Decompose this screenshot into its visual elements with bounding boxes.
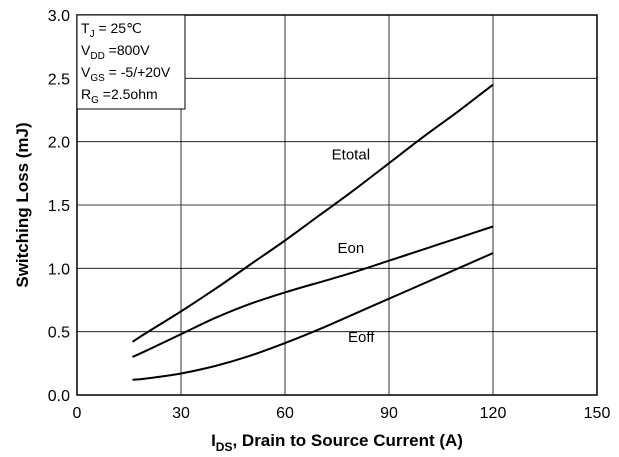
y-tick-label: 2.0 xyxy=(48,135,70,152)
condition-subscript: G xyxy=(91,95,99,106)
y-tick-label: 0.0 xyxy=(48,388,70,405)
x-tick-label: 0 xyxy=(73,405,82,422)
curve-label-eon: Eon xyxy=(338,240,365,257)
series-line-eon xyxy=(132,225,494,358)
condition-line: RG =2.5ohm xyxy=(81,86,158,106)
condition-value: =2.5ohm xyxy=(99,86,158,102)
x-axis-label: IDS, Drain to Source Current (A) xyxy=(211,431,463,454)
x-tick-label: 30 xyxy=(172,405,190,422)
grid-lines xyxy=(77,15,597,395)
conditions-box-border xyxy=(76,14,186,110)
condition-value: =800V xyxy=(105,42,150,58)
condition-value: = -5/+20V xyxy=(105,64,171,80)
x-axis-label-main: I xyxy=(211,431,216,450)
x-tick-label: 150 xyxy=(584,405,611,422)
condition-line: VDD =800V xyxy=(81,42,150,62)
curve-label-etotal: Etotal xyxy=(332,146,370,163)
x-tick-label: 60 xyxy=(276,405,294,422)
condition-symbol: T xyxy=(81,20,90,36)
series-curves xyxy=(131,83,494,381)
condition-line: VGS = -5/+20V xyxy=(81,64,171,84)
condition-subscript: J xyxy=(90,29,95,40)
x-axis-label-subscript: DS xyxy=(216,440,233,454)
tick-labels: 0 30 60 90 120 150 0.0 0.5 1.0 1.5 2.0 2.5 3.0 xyxy=(48,8,611,422)
condition-line: TJ = 25℃ xyxy=(81,20,142,40)
y-tick-label: 1.0 xyxy=(48,261,70,278)
plot-frame xyxy=(76,14,598,396)
x-tick-label: 90 xyxy=(380,405,398,422)
x-tick-label: 120 xyxy=(480,405,507,422)
x-axis-label-rest: , Drain to Source Current (A) xyxy=(232,431,462,450)
condition-symbol: V xyxy=(81,64,91,80)
condition-subscript: DD xyxy=(90,51,104,62)
condition-symbol: R xyxy=(81,86,91,102)
condition-symbol: V xyxy=(81,42,91,58)
condition-subscript: GS xyxy=(90,73,105,84)
series-line-etotal xyxy=(131,83,494,343)
y-tick-label: 1.5 xyxy=(48,198,70,215)
y-axis-label: Switching Loss (mJ) xyxy=(13,122,32,287)
y-tick-label: 3.0 xyxy=(48,8,70,25)
series-line-eoff xyxy=(132,252,494,381)
curve-label-eoff: Eoff xyxy=(348,329,375,346)
y-tick-label: 0.5 xyxy=(48,325,70,342)
y-tick-label: 2.5 xyxy=(48,71,70,88)
curve-annotations: Etotal Eon Eoff xyxy=(332,146,376,345)
condition-value: = 25℃ xyxy=(95,20,142,36)
